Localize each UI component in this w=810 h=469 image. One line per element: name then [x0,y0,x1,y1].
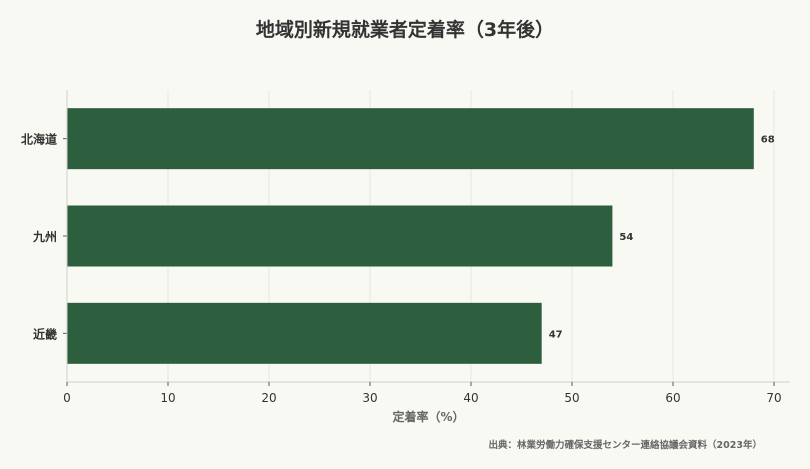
x-tick-label: 40 [463,391,478,405]
data-labels: 68 54 47 [549,135,775,341]
axes [63,90,790,386]
data-label: 54 [619,232,633,243]
source-note: 出典：林業労働力確保支援センター連絡協議会資料（2023年） [488,440,762,451]
bar-2 [67,205,613,267]
x-tick-label: 70 [766,391,781,405]
bars [67,108,754,364]
category-label: 北海道 [21,132,57,147]
bar-3 [67,302,542,364]
chart-title: 地域別新規就業者定着率（3年後） [255,19,555,41]
x-tick-label: 20 [261,391,276,405]
x-tick-label: 60 [665,391,680,405]
x-tick-label: 0 [63,391,71,405]
x-tick-labels: 0 10 20 30 40 50 60 70 [63,391,781,405]
category-label: 九州 [32,229,57,244]
x-axis-title: 定着率（%） [392,410,465,424]
x-tick-label: 10 [160,391,175,405]
data-label: 68 [761,135,775,146]
category-label: 近畿 [33,326,57,341]
bar-1 [67,108,754,170]
x-tick-label: 50 [564,391,579,405]
data-label: 47 [549,329,563,340]
x-tick-label: 30 [362,391,377,405]
